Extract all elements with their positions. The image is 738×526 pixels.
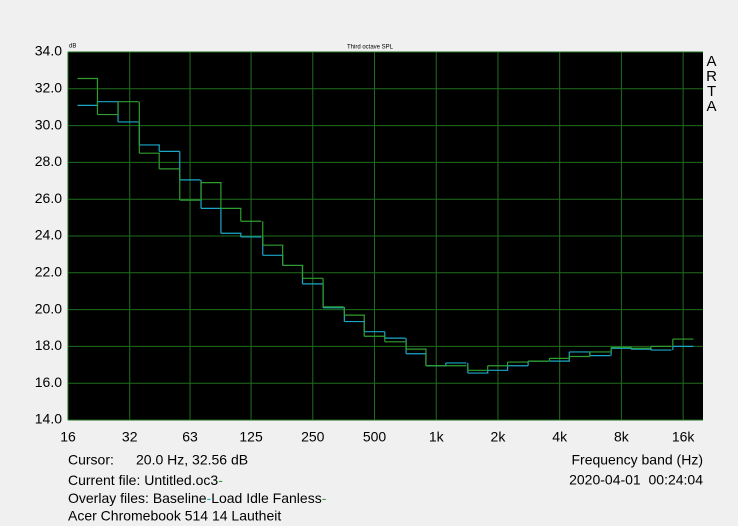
timestamp: 2020-04-01 00:24:04 (569, 472, 703, 488)
legend-label: Load Idle Fanless (211, 490, 322, 506)
y-tick-label: 22.0 (35, 264, 62, 280)
cursor-label: Cursor: (68, 452, 114, 468)
x-tick-label: 63 (182, 429, 198, 445)
y-tick-label: 16.0 (35, 374, 62, 390)
current-file-label: Current file: (68, 472, 140, 488)
overlay-label: Overlay files: (68, 490, 149, 506)
y-tick-label: 26.0 (35, 190, 62, 206)
y-unit-label: dB (69, 44, 76, 50)
current-file-line: Current file: Untitled.oc3- (68, 472, 223, 488)
x-tick-label: 8k (614, 429, 630, 445)
x-tick-label: 16 (60, 429, 76, 445)
x-tick-label: 125 (239, 429, 263, 445)
x-tick-label: 32 (122, 429, 138, 445)
overlay-line: Overlay files: Baseline-Load Idle Fanles… (68, 490, 327, 506)
x-tick-label: 2k (491, 429, 507, 445)
cursor-value: 20.0 Hz, 32.56 dB (136, 452, 248, 468)
y-tick-label: 28.0 (35, 153, 62, 169)
watermark: ARTA (703, 53, 720, 113)
y-tick-label: 24.0 (35, 227, 62, 243)
legend-label: Baseline (153, 490, 207, 506)
x-tick-label: 4k (552, 429, 568, 445)
x-tick-label: 1k (429, 429, 445, 445)
description: Acer Chromebook 514 14 Lautheit (68, 508, 281, 524)
x-tick-label: 16k (672, 429, 696, 445)
x-tick-label: 500 (363, 429, 387, 445)
y-tick-label: 32.0 (35, 80, 62, 96)
legend-marker: - (322, 490, 327, 506)
y-tick-label: 34.0 (35, 43, 62, 59)
y-tick-label: 20.0 (35, 300, 62, 316)
legend-marker: - (207, 490, 212, 506)
y-tick-label: 18.0 (35, 337, 62, 353)
x-axis-label: Frequency band (Hz) (571, 452, 703, 468)
file-marker: - (218, 472, 223, 488)
current-file: Untitled.oc3 (144, 472, 218, 488)
chart-title: Third octave SPL (347, 45, 394, 51)
x-tick-label: 250 (301, 429, 325, 445)
y-tick-label: 14.0 (35, 411, 62, 427)
y-tick-label: 30.0 (35, 116, 62, 132)
